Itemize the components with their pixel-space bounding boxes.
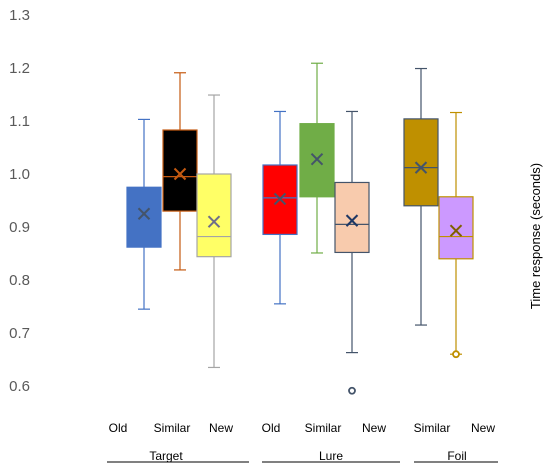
x-category-label: Old xyxy=(262,421,281,435)
x-category-label: Old xyxy=(109,421,128,435)
mean-marker-foil-similar xyxy=(414,161,428,174)
box-target-old xyxy=(126,186,162,248)
mean-marker-foil-new xyxy=(449,224,463,237)
mean-marker-lure-similar xyxy=(310,152,324,166)
y-tick-label: 0.6 xyxy=(9,378,30,395)
y-tick-label: 0.8 xyxy=(9,272,30,289)
box-foil-new xyxy=(438,196,474,260)
x-category-label: New xyxy=(209,421,233,435)
y-tick-label: 0.7 xyxy=(9,325,30,342)
outlier-lure-new xyxy=(348,386,356,395)
outlier-foil-new xyxy=(452,350,460,359)
y-tick-label: 1.0 xyxy=(9,166,30,183)
box-target-new xyxy=(196,173,232,258)
mean-marker-target-similar xyxy=(173,167,187,181)
y-axis-title: Time response (seconds) xyxy=(528,163,543,309)
x-category-label: New xyxy=(471,421,495,435)
mean-marker-lure-old xyxy=(273,192,287,206)
x-category-label: Similar xyxy=(305,421,342,435)
x-category-label: Similar xyxy=(414,421,451,435)
group-label-target: Target xyxy=(149,449,183,463)
mean-marker-target-old xyxy=(137,207,151,220)
box-target-similar xyxy=(162,129,198,212)
x-category-label: New xyxy=(362,421,386,435)
y-tick-label: 0.9 xyxy=(9,219,30,236)
box-lure-new xyxy=(334,181,370,254)
x-category-label: Similar xyxy=(154,421,191,435)
y-tick-label: 1.2 xyxy=(9,60,30,77)
group-label-lure: Lure xyxy=(319,449,343,463)
group-label-foil: Foil xyxy=(447,449,466,463)
box-foil-similar xyxy=(403,118,439,207)
y-tick-label: 1.3 xyxy=(9,7,30,24)
mean-marker-target-new xyxy=(207,215,221,228)
mean-marker-lure-new xyxy=(345,214,359,227)
y-tick-label: 1.1 xyxy=(9,113,30,130)
